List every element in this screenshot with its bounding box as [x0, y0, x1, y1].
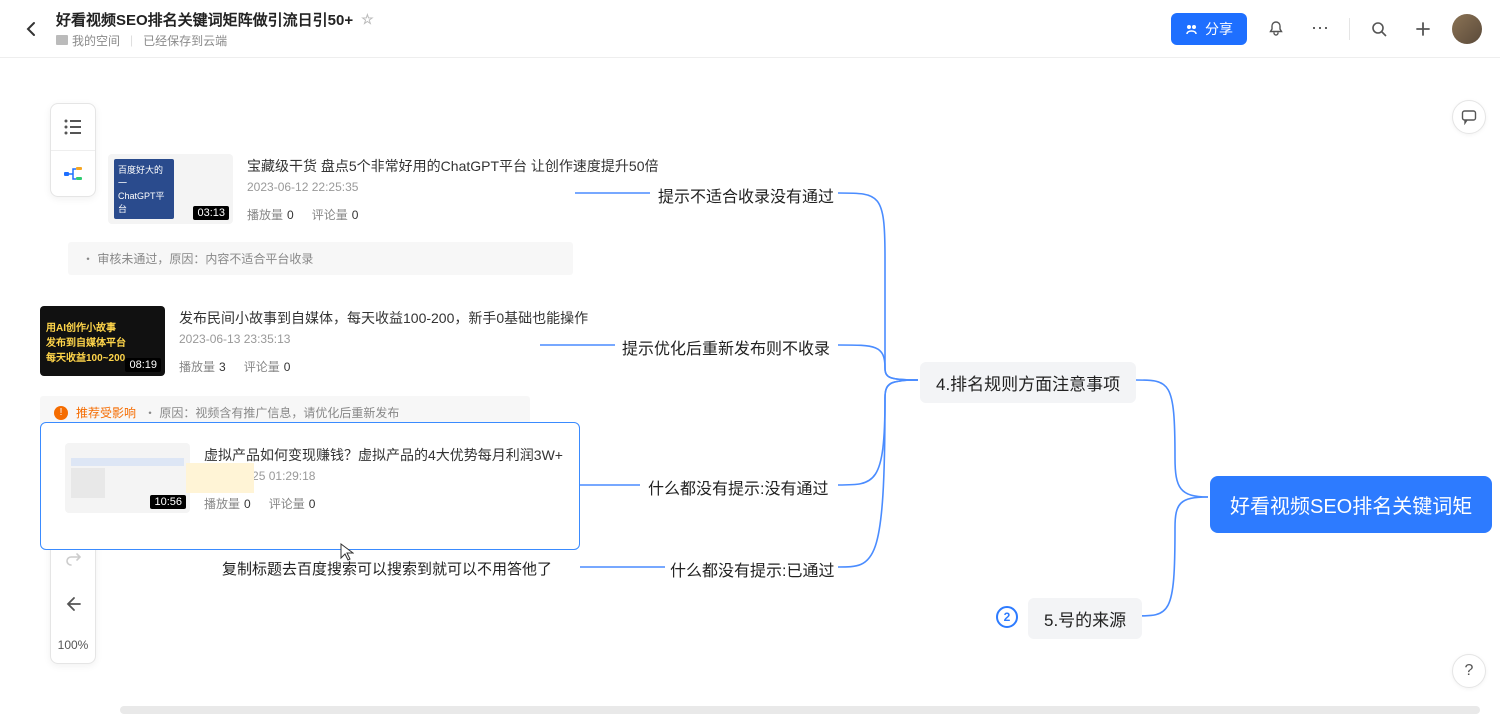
top-bar: 好看视频SEO排名关键词矩阵做引流日引50+ ☆ 我的空间 | 已经保存到云端 … — [0, 0, 1500, 58]
comments-icon[interactable] — [1452, 100, 1486, 134]
comments-label: 评论量 — [269, 497, 305, 511]
mindmap-node-3[interactable]: 什么都没有提示:没有通过 — [648, 475, 828, 499]
document-title: 好看视频SEO排名关键词矩阵做引流日引50+ — [56, 9, 353, 30]
separator: | — [130, 33, 133, 47]
collapse-button[interactable] — [51, 581, 95, 627]
plays-label: 播放量 — [247, 208, 283, 222]
video-stats: 播放量 3 评论量 0 — [179, 358, 588, 375]
caption-node[interactable]: 复制标题去百度搜索可以搜索到就可以不用答他了 — [222, 558, 552, 579]
video-stats: 播放量 0 评论量 0 — [247, 206, 659, 223]
video-card-2: 用AI创作小故事 发布到自媒体平台 每天收益100~200 08:19 发布民间… — [40, 306, 588, 376]
back-button[interactable] — [18, 15, 46, 43]
plays-value: 0 — [287, 208, 294, 222]
breadcrumb: 我的空间 | 已经保存到云端 — [56, 32, 1171, 49]
video-thumb-1: 百度好大的一 ChatGPT平台 03:13 — [108, 154, 233, 224]
plays-label: 播放量 — [204, 497, 240, 511]
duration-badge: 03:13 — [193, 206, 229, 220]
comments-label: 评论量 — [244, 360, 280, 374]
view-toolbar — [50, 103, 96, 197]
video-title: 宝藏级干货 盘点5个非常好用的ChatGPT平台 让创作速度提升50倍 — [247, 156, 659, 176]
video-thumb-3: 10:56 — [65, 443, 190, 513]
space-link[interactable]: 我的空间 — [56, 32, 120, 49]
duration-badge: 08:19 — [125, 358, 161, 372]
outline-view-button[interactable] — [51, 104, 95, 150]
thumb-text: 百度好大的一 — [118, 165, 163, 188]
avatar[interactable] — [1452, 14, 1482, 44]
horizontal-scrollbar[interactable] — [120, 706, 1480, 714]
mindmap-node-4[interactable]: 什么都没有提示:已通过 — [670, 557, 834, 581]
help-icon[interactable]: ? — [1452, 654, 1486, 688]
plays-label: 播放量 — [179, 360, 215, 374]
title-block: 好看视频SEO排名关键词矩阵做引流日引50+ ☆ 我的空间 | 已经保存到云端 — [56, 9, 1171, 49]
mindmap-root[interactable]: 好看视频SEO排名关键词矩 — [1210, 476, 1492, 533]
comments-label: 评论量 — [312, 208, 348, 222]
bell-icon[interactable] — [1261, 14, 1291, 44]
warning-icon: ! — [54, 406, 68, 420]
comments-value: 0 — [284, 360, 291, 374]
status-text: ・ 原因：视频含有推广信息，请优化后重新发布 — [144, 404, 399, 421]
status-text: ・ 审核未通过，原因：内容不适合平台收录 — [82, 250, 313, 267]
mindmap-branch-5[interactable]: 5.号的来源 — [1028, 598, 1142, 639]
mindmap-view-button[interactable] — [51, 150, 95, 196]
video-card-3: 10:56 虚拟产品如何变现赚钱？虚拟产品的4大优势每月利润3W+ 2023-0… — [65, 443, 603, 513]
mindmap-node-2[interactable]: 提示优化后重新发布则不收录 — [622, 335, 830, 359]
share-label: 分享 — [1205, 19, 1233, 39]
share-button[interactable]: 分享 — [1171, 13, 1247, 45]
video-card-1: 百度好大的一 ChatGPT平台 03:13 宝藏级干货 盘点5个非常好用的Ch… — [108, 154, 659, 224]
star-icon[interactable]: ☆ — [361, 11, 374, 28]
thumb-text: ChatGPT平台 — [118, 191, 165, 214]
plays-value: 3 — [219, 360, 226, 374]
space-label: 我的空间 — [72, 32, 120, 49]
video-date: 2023-06-25 01:29:18 — [204, 469, 563, 483]
save-status: 已经保存到云端 — [143, 32, 227, 49]
video-thumb-2: 用AI创作小故事 发布到自媒体平台 每天收益100~200 08:19 — [40, 306, 165, 376]
topbar-actions: 分享 ⋯ — [1171, 13, 1482, 45]
search-icon[interactable] — [1364, 14, 1394, 44]
plays-value: 0 — [244, 497, 251, 511]
node-count-badge[interactable]: 2 — [996, 606, 1018, 628]
plus-icon[interactable] — [1408, 14, 1438, 44]
thumb-text: 用AI创作小故事 — [46, 319, 159, 334]
warning-label: 推荐受影响 — [76, 404, 136, 421]
video-date: 2023-06-12 22:25:35 — [247, 180, 659, 194]
zoom-level[interactable]: 100% — [51, 627, 95, 663]
folder-icon — [56, 35, 68, 45]
thumb-text: 发布到自媒体平台 — [46, 334, 159, 349]
video-title: 虚拟产品如何变现赚钱？虚拟产品的4大优势每月利润3W+ — [204, 445, 563, 465]
comments-value: 0 — [352, 208, 359, 222]
video-title: 发布民间小故事到自媒体，每天收益100-200，新手0基础也能操作 — [179, 308, 588, 328]
mindmap-node-1[interactable]: 提示不适合收录没有通过 — [658, 183, 834, 207]
comments-value: 0 — [309, 497, 316, 511]
canvas[interactable]: 100% 百度好大的一 ChatGPT平台 03:13 宝藏级干货 盘点5个非常… — [0, 58, 1500, 720]
selected-node[interactable]: 10:56 虚拟产品如何变现赚钱？虚拟产品的4大优势每月利润3W+ 2023-0… — [40, 422, 580, 550]
status-bar-1: ・ 审核未通过，原因：内容不适合平台收录 — [68, 242, 573, 275]
video-stats: 播放量 0 评论量 0 — [204, 495, 563, 512]
more-icon[interactable]: ⋯ — [1305, 14, 1335, 44]
divider — [1349, 18, 1350, 40]
video-date: 2023-06-13 23:35:13 — [179, 332, 588, 346]
duration-badge: 10:56 — [150, 495, 186, 509]
mindmap-branch-4[interactable]: 4.排名规则方面注意事项 — [920, 362, 1136, 403]
